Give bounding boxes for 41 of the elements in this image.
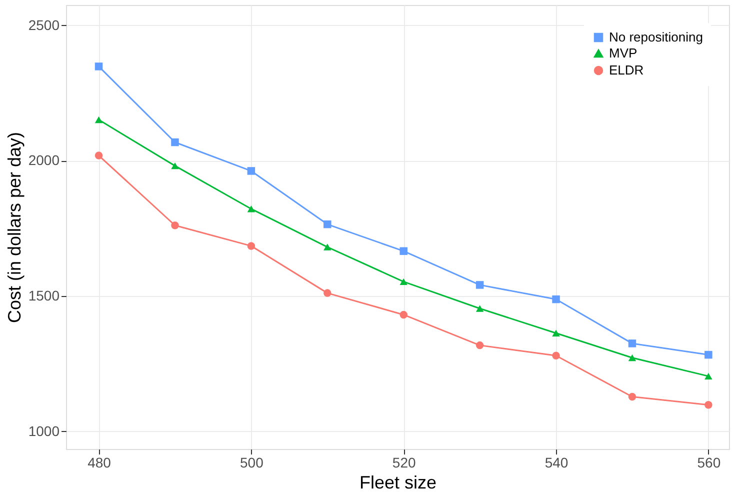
point bbox=[94, 116, 103, 124]
point bbox=[324, 220, 332, 228]
y-tick-label: 1500 bbox=[28, 288, 60, 304]
point bbox=[324, 289, 332, 297]
point bbox=[704, 350, 712, 359]
x-tick-label: 520 bbox=[392, 454, 416, 470]
x-tick-label: 480 bbox=[88, 454, 112, 470]
point bbox=[94, 152, 103, 160]
point bbox=[400, 247, 408, 255]
point bbox=[324, 244, 332, 250]
point bbox=[171, 222, 179, 230]
point bbox=[628, 354, 636, 362]
point bbox=[476, 305, 484, 312]
point bbox=[400, 310, 408, 319]
y-tick-label: 1000 bbox=[28, 422, 60, 439]
x-tick-label: 500 bbox=[240, 454, 264, 470]
point bbox=[628, 340, 636, 348]
legend-label: ELDR bbox=[609, 62, 644, 78]
point bbox=[247, 242, 256, 250]
point bbox=[476, 281, 484, 289]
point bbox=[476, 341, 484, 350]
y-tick-label: 2500 bbox=[28, 16, 60, 33]
legend-label: No repositioning bbox=[609, 30, 703, 44]
point bbox=[704, 372, 712, 380]
point bbox=[552, 330, 560, 336]
point bbox=[400, 278, 408, 286]
x-tick-label: 540 bbox=[544, 454, 568, 470]
point bbox=[247, 167, 256, 175]
point bbox=[247, 206, 256, 212]
x-tick-label: 560 bbox=[697, 454, 721, 470]
point bbox=[171, 162, 179, 170]
point bbox=[171, 138, 179, 146]
point bbox=[552, 352, 560, 360]
y-tick-label: 2000 bbox=[28, 152, 60, 168]
point bbox=[552, 295, 560, 304]
point bbox=[94, 62, 103, 70]
x-axis-title: Fleet size bbox=[359, 472, 437, 492]
point bbox=[628, 392, 636, 401]
legend-label: MVP bbox=[609, 46, 638, 60]
y-axis-title: Cost (in dollars per day) bbox=[4, 132, 24, 324]
point bbox=[704, 401, 712, 409]
